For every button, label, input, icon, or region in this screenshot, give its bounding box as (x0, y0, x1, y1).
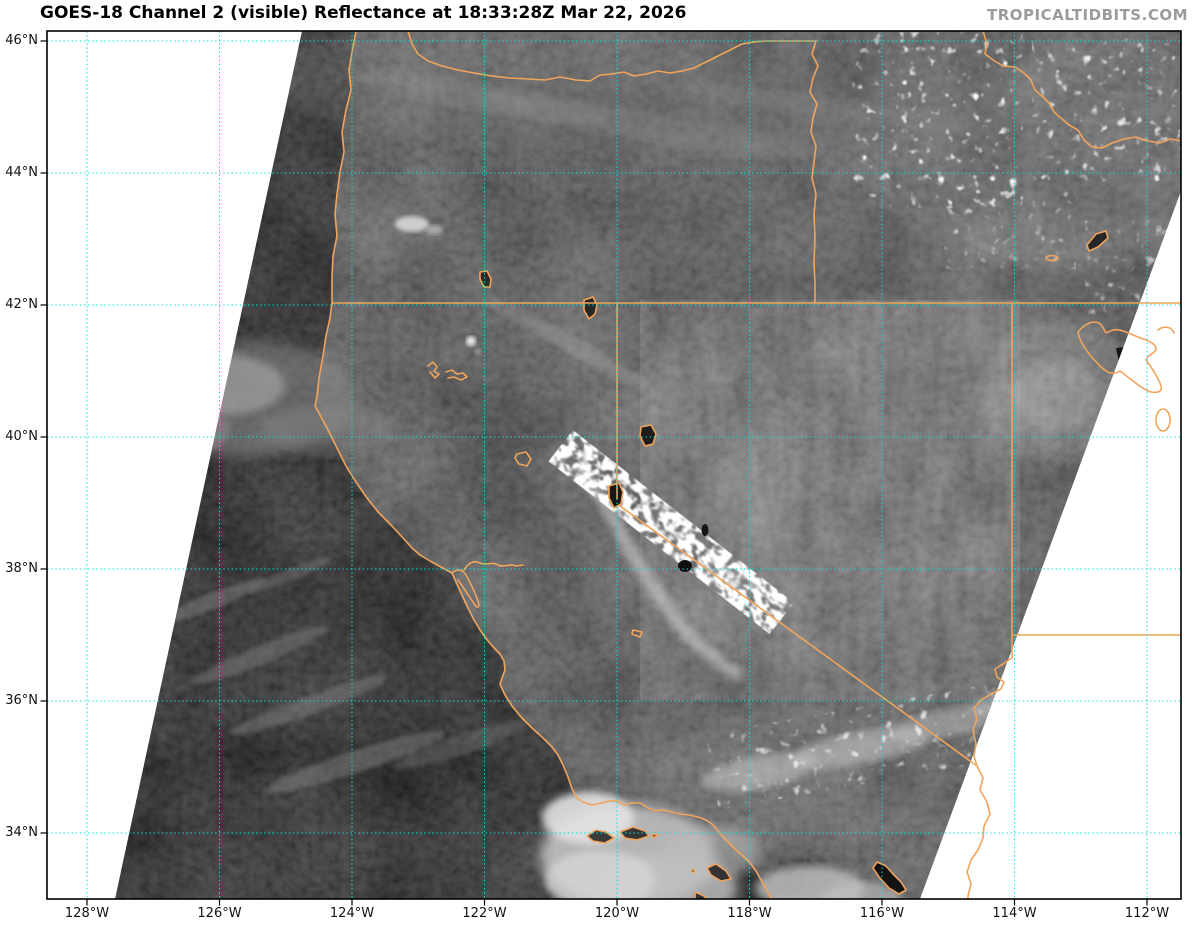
lat-tick-label: 40°N (5, 429, 38, 444)
latitude-gridlines (47, 40, 1181, 834)
lake-almanor (514, 451, 532, 467)
shasta-snow-spot (466, 336, 481, 355)
watermark: TROPICALTIDBITS.COM (987, 6, 1188, 24)
axis-tick-marks (40, 40, 1148, 906)
oregon-idaho-border-snake-river (809, 40, 819, 304)
plot-area (115, 31, 1181, 899)
utah-lake-outline (1155, 408, 1171, 432)
american-falls-reservoir (1086, 230, 1109, 252)
lon-tick-label: 114°W (992, 906, 1037, 921)
satellite-swath (115, 31, 1181, 899)
millerton-lake (631, 629, 643, 638)
lon-tick-label: 112°W (1124, 906, 1170, 921)
shasta-trinity-lakes (427, 361, 468, 381)
anacapa-island (651, 833, 659, 839)
lon-tick-label: 128°W (64, 906, 110, 921)
pyramid-lake-outline (639, 424, 657, 447)
catalina-island (706, 863, 732, 882)
lake-tahoe-outline (608, 482, 624, 509)
colorado-river-az-nv-border (966, 634, 1013, 899)
channel-islands (586, 826, 732, 899)
ocean-cloud-wisps (163, 557, 527, 794)
lat-tick-label: 42°N (5, 297, 38, 312)
washington-oregon-border-columbia-river (407, 31, 817, 82)
lon-tick-label: 122°W (462, 906, 507, 921)
lat-tick-label: 44°N (5, 165, 38, 180)
lon-tick-label: 126°W (197, 906, 242, 921)
goose-lake (583, 296, 598, 320)
lon-tick-label: 116°W (859, 906, 905, 921)
lon-tick-label: 124°W (329, 906, 375, 921)
san-clemente-island (694, 891, 709, 899)
geo-overlays (314, 31, 1181, 899)
ne-california-cirrus (474, 291, 675, 402)
longitude-gridlines (86, 31, 1148, 899)
lat-tick-label: 38°N (5, 561, 38, 576)
page-title: GOES-18 Channel 2 (visible) Reflectance … (40, 3, 687, 23)
lon-tick-label: 118°W (727, 906, 772, 921)
great-salt-lake-outline (1077, 321, 1175, 394)
idaho-montana-border (982, 31, 1181, 149)
basin-range-streaks (640, 300, 1020, 700)
lat-tick-label: 46°N (5, 33, 38, 48)
santa-barbara-island (690, 868, 696, 874)
lat-tick-label: 36°N (5, 693, 38, 708)
lon-tick-label: 120°W (594, 906, 640, 921)
socal-cloud-mass (540, 792, 902, 899)
upper-klamath-lake (479, 270, 492, 288)
plot-border (46, 30, 1182, 900)
lat-tick-label: 34°N (5, 825, 38, 840)
san-francisco-bay (451, 561, 524, 608)
salton-sea-outline (872, 861, 907, 895)
oregon-coast-cloud (395, 216, 443, 235)
pacific-coastline (314, 31, 774, 899)
lake-walcott (1045, 254, 1059, 262)
